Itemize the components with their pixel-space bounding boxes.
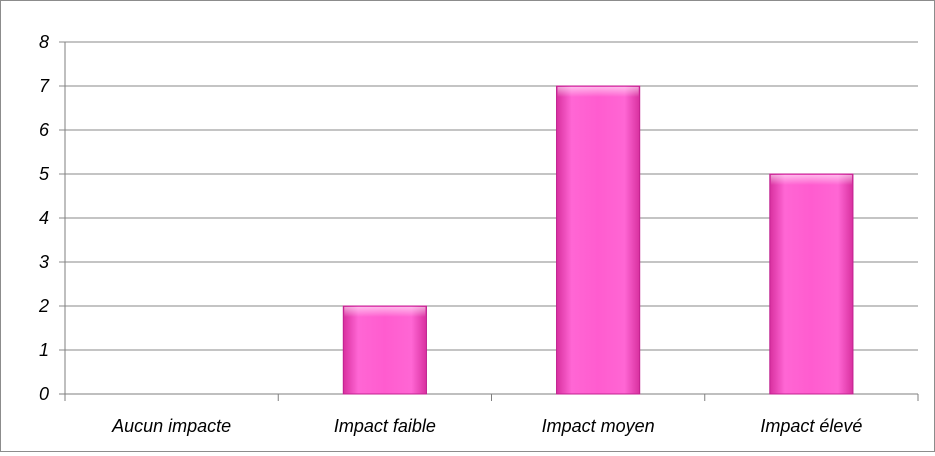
y-tick-label: 1: [39, 340, 49, 360]
bar-highlight: [770, 175, 852, 185]
y-tick-label: 3: [39, 252, 49, 272]
y-tick-label: 8: [39, 32, 49, 52]
bar: [769, 173, 854, 395]
y-tick-labels: 0 1 2 3 4 5 6 7 8: [38, 32, 50, 404]
y-tick-label: 4: [39, 208, 49, 228]
x-tick-label: Impact faible: [334, 416, 436, 436]
gridlines: [59, 41, 918, 351]
x-tick-labels: Aucun impacte Impact faible Impact moyen Im…: [111, 416, 862, 436]
bar: [342, 305, 427, 395]
bars: [342, 85, 854, 395]
bar-highlight: [344, 307, 426, 317]
bar-highlight: [557, 87, 639, 97]
y-tick-label: 0: [39, 384, 49, 404]
y-tick-label: 7: [39, 76, 50, 96]
y-tick-label: 6: [39, 120, 50, 140]
x-tick-label: Aucun impacte: [111, 416, 231, 436]
bar: [556, 85, 641, 395]
y-tick-label: 2: [38, 296, 49, 316]
y-tick-label: 5: [39, 164, 50, 184]
x-tick-label: Impact élevé: [760, 416, 862, 436]
x-tick-label: Impact moyen: [542, 416, 655, 436]
